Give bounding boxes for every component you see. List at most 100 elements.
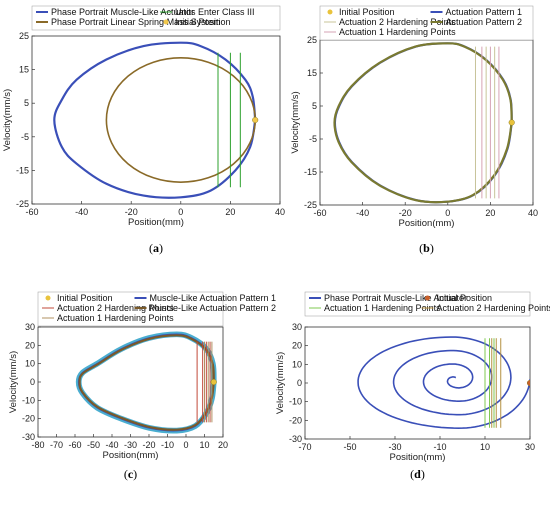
panel-caption: (c) <box>124 467 137 481</box>
x-tick-label: -80 <box>31 440 44 450</box>
x-tick-label: -10 <box>161 440 174 450</box>
x-tick-label: -30 <box>124 440 137 450</box>
legend-entry: Actuation 1 Hardening Points <box>324 303 441 313</box>
x-tick-label: -50 <box>87 440 100 450</box>
legend-entry: Initial Position <box>339 7 395 17</box>
plot-content <box>357 336 530 430</box>
legend-entry: Phase Portrait Muscle-Like Actuator <box>324 293 467 303</box>
legend-entry: Actuation 2 Hardening Points <box>57 303 174 313</box>
legend-box <box>37 291 224 327</box>
chart-panel-c: -80 -70 -60 -50 -40 -30 -20 -10 0 10 20 -30 -20 -10 0 1… <box>8 291 277 481</box>
legend-entry: Muscle-Like Actuation Pattern 1 <box>150 293 277 303</box>
initial-position-marker <box>252 116 259 124</box>
x-tick-label: -70 <box>298 442 311 452</box>
x-axis-label: Position(mm) <box>103 450 159 461</box>
chart-panel-a: -60 -40 -20 0 20 40 -25 -15 -5 5 15 25 Position(mm) V… <box>2 5 285 255</box>
y-tick-label: -5 <box>21 132 29 142</box>
legend-entry: Initial Position <box>437 293 493 303</box>
y-tick-label: -15 <box>304 167 317 177</box>
x-tick-label: 30 <box>525 442 535 452</box>
x-tick-label: 20 <box>225 207 235 217</box>
x-tick-label: -70 <box>50 440 63 450</box>
y-axis-label: Velocity(mm/s) <box>275 352 286 414</box>
plot-content <box>53 41 259 199</box>
legend-entry: Initial Position <box>57 293 113 303</box>
x-tick-label: 20 <box>485 208 495 218</box>
y-axis-label: Velocity(mm/s) <box>290 91 301 153</box>
series-line <box>53 41 257 199</box>
x-tick-label: 0 <box>183 440 188 450</box>
initial-position-marker <box>210 378 217 386</box>
x-tick-label: -20 <box>142 440 155 450</box>
legend-entry: Phase Portrait Linear Spring Mass System <box>51 17 221 27</box>
y-tick-label: 0 <box>30 377 35 387</box>
y-tick-label: 30 <box>25 322 35 332</box>
y-tick-label: 0 <box>297 378 302 388</box>
plot-area <box>319 39 534 206</box>
y-tick-label: 20 <box>25 340 35 350</box>
legend-marker <box>45 295 51 301</box>
x-axis-label: Position(mm) <box>399 218 455 229</box>
x-tick-label: 40 <box>528 208 538 218</box>
legend-entry: Units Enter Class III <box>175 7 255 17</box>
series-spiral <box>357 336 530 430</box>
y-axis-label: Velocity(mm/s) <box>2 89 13 151</box>
x-axis-label: Position(mm) <box>128 217 184 228</box>
x-tick-label: 10 <box>199 440 209 450</box>
x-tick-label: -10 <box>433 442 446 452</box>
legend-entry: Actuation 2 Hardening Points <box>339 17 456 27</box>
x-tick-label: 0 <box>178 207 183 217</box>
x-tick-label: 20 <box>218 440 228 450</box>
y-tick-label: -25 <box>304 200 317 210</box>
y-tick-label: -20 <box>289 415 302 425</box>
x-tick-label: 0 <box>445 208 450 218</box>
y-tick-label: 25 <box>19 31 29 41</box>
y-tick-label: -30 <box>22 432 35 442</box>
plot-content <box>333 42 515 204</box>
x-tick-label: -20 <box>125 207 138 217</box>
y-tick-label: 5 <box>312 101 317 111</box>
panel-caption: (d) <box>410 467 425 481</box>
legend-entry: Phase Portrait Muscle-Like Actuator <box>51 7 194 17</box>
y-axis-label: Velocity(mm/s) <box>8 351 19 413</box>
panel-caption: (b) <box>419 241 434 255</box>
legend-entry: Actuation Pattern 1 <box>446 7 523 17</box>
y-tick-label: -15 <box>16 165 29 175</box>
legend: Initial Position Muscle-Like Actuation Pa… <box>37 291 277 327</box>
y-tick-label: 10 <box>292 359 302 369</box>
plot-content <box>75 331 217 434</box>
chart-panel-d: -70 -50 -30 -10 10 30 -30 -20 -10 0 10 20 30 Position… <box>275 291 550 481</box>
y-tick-label: 30 <box>292 322 302 332</box>
series-line <box>78 334 215 431</box>
plot-area <box>31 35 281 205</box>
y-tick-label: -20 <box>22 414 35 424</box>
x-tick-label: -60 <box>25 207 38 217</box>
y-tick-label: -10 <box>22 395 35 405</box>
legend-entry: Actuation 1 Hardening Points <box>57 313 174 323</box>
x-tick-label: -40 <box>356 208 369 218</box>
legend-entry: Actuation 1 Hardening Points <box>339 27 456 37</box>
legend: Initial Position Actuation Pattern 1Actua… <box>319 5 534 41</box>
y-tick-label: 15 <box>307 68 317 78</box>
chart-panel-b: -60 -40 -20 0 20 40 -25 -15 -5 5 15 25 Position(mm) V… <box>290 5 538 255</box>
y-tick-label: -5 <box>309 134 317 144</box>
y-tick-label: -30 <box>289 434 302 444</box>
initial-position-marker <box>508 119 515 126</box>
x-tick-label: -60 <box>313 208 326 218</box>
initial-position-marker <box>526 379 530 387</box>
legend-marker <box>425 295 430 301</box>
legend-box <box>31 5 281 31</box>
x-tick-label: -20 <box>399 208 412 218</box>
y-tick-label: 5 <box>24 98 29 108</box>
x-tick-label: -40 <box>105 440 118 450</box>
y-tick-label: -10 <box>289 397 302 407</box>
y-tick-label: 10 <box>25 359 35 369</box>
x-axis-label: Position(mm) <box>390 452 446 463</box>
legend-entry: Initial Position <box>175 17 231 27</box>
series-line <box>333 42 513 204</box>
legend: Phase Portrait Muscle-Like ActuatorIniti… <box>304 291 550 317</box>
x-tick-label: -60 <box>68 440 81 450</box>
x-tick-label: 10 <box>480 442 490 452</box>
legend-marker <box>327 9 333 15</box>
legend-box <box>304 291 531 317</box>
